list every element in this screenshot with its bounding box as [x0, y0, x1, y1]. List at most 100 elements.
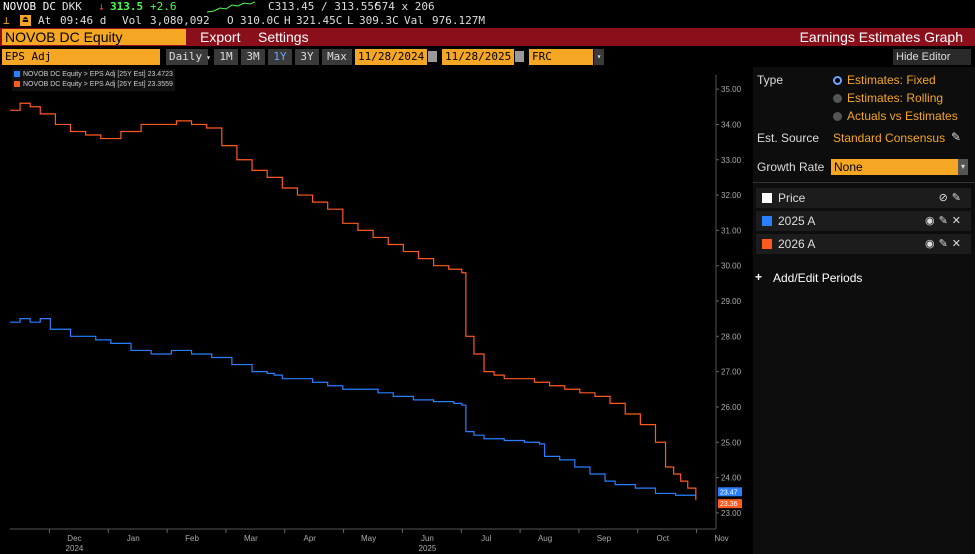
ticker-line: NOVOB DC DKK ↓ 313.5 +2.6 C313.45 / 313.…	[0, 0, 975, 14]
sparkline-icon	[206, 1, 256, 13]
hide-editor-button[interactable]: Hide Editor	[893, 49, 971, 65]
hide-icon[interactable]: ⊘	[938, 192, 952, 204]
ticker-stats: ⟂ ⏏ At 09:46 d Vol 3,080,092 O 310.0C H …	[0, 14, 975, 28]
add-icon[interactable]: +	[755, 270, 763, 284]
end-label: 23.36	[720, 501, 738, 508]
source-value[interactable]: Standard Consensus	[833, 131, 946, 145]
legend-item: NOVOB DC Equity > EPS Adj [26Y Est] 23.3…	[14, 80, 173, 90]
range-3m[interactable]: 3M	[241, 49, 265, 65]
source-select[interactable]: FRC (DKK)	[529, 49, 593, 79]
end-date-input[interactable]: 11/28/2025	[442, 49, 514, 65]
close-icon[interactable]: ✕	[951, 238, 965, 250]
ticker-symbol: NOVOB DC	[3, 0, 56, 13]
high-label: H	[284, 14, 291, 27]
price-change: +2.6	[150, 0, 177, 13]
pencil-icon[interactable]: ✎	[938, 238, 952, 250]
period-actions: ◉✎✕	[925, 237, 965, 250]
open-price: 310.0C	[240, 14, 280, 27]
open-label: O	[227, 14, 234, 27]
calendar-icon[interactable]	[515, 51, 524, 62]
period-row-2026[interactable]: 2026 A ◉✎✕	[756, 234, 971, 254]
low-price: 309.3C	[359, 14, 399, 27]
type-option-label: Actuals vs Estimates	[847, 109, 958, 123]
ticker-currency: DKK	[62, 0, 82, 13]
calendar-icon[interactable]	[428, 51, 437, 62]
x-tick-label: Oct	[657, 534, 670, 543]
period-actions: ⊘✎	[939, 191, 965, 204]
export-menu[interactable]: Export	[200, 29, 241, 45]
alert-icon[interactable]: ⏏	[20, 15, 31, 26]
low-label: L	[347, 14, 354, 27]
y-tick-label: 30.00	[721, 262, 742, 271]
source-label: Est. Source	[757, 131, 820, 145]
y-tick-label: 28.00	[721, 332, 742, 341]
period-color-swatch[interactable]	[762, 193, 772, 203]
period-color-swatch[interactable]	[762, 239, 772, 249]
growth-label: Growth Rate	[757, 160, 825, 174]
bid-ask-size: 574 x 206	[375, 0, 435, 13]
volume: 3,080,092	[150, 14, 210, 27]
eye-icon[interactable]: ◉	[924, 238, 939, 250]
last-price: 313.5	[110, 0, 144, 13]
trade-time: 09:46 d	[60, 14, 107, 27]
frequency-select[interactable]: Daily ▾	[166, 49, 211, 65]
series-line	[10, 318, 697, 497]
x-tick-label: Jul	[481, 534, 491, 543]
pencil-icon[interactable]: ✎	[951, 192, 965, 204]
period-name: 2026 A	[778, 237, 816, 251]
x-tick-label: Jan	[127, 534, 140, 543]
x-tick-label: Apr	[304, 534, 317, 543]
period-row-2025[interactable]: 2025 A ◉✎✕	[756, 211, 971, 231]
type-option-fixed[interactable]: Estimates: Fixed	[833, 73, 936, 87]
range-3y[interactable]: 3Y	[295, 49, 319, 65]
series-line	[10, 102, 697, 501]
growth-select[interactable]: None	[831, 159, 958, 175]
y-tick-label: 26.00	[721, 403, 742, 412]
y-tick-label: 24.00	[721, 474, 742, 483]
x-tick-label: Jun	[421, 534, 434, 543]
type-option-actuals[interactable]: Actuals vs Estimates	[833, 109, 958, 123]
x-tick-label: Dec	[67, 534, 81, 543]
page-title: Earnings Estimates Graph	[799, 29, 963, 45]
eye-icon[interactable]: ◉	[924, 215, 939, 227]
period-name: Price	[778, 191, 806, 205]
period-color-swatch[interactable]	[762, 216, 772, 226]
bid-ask: C313.45 / 313.55C	[268, 0, 381, 13]
vol-label: Vol	[122, 14, 142, 27]
start-date-input[interactable]: 11/28/2024	[355, 49, 427, 65]
chevron-down-icon: ▾	[206, 53, 211, 62]
settings-menu[interactable]: Settings	[258, 29, 309, 45]
chevron-down-icon[interactable]: ▾	[958, 159, 968, 175]
y-tick-label: 33.00	[721, 156, 742, 165]
range-1y[interactable]: 1Y	[268, 49, 292, 65]
radio-icon	[833, 94, 842, 103]
trend-icon: ⟂	[3, 14, 10, 27]
legend-label: NOVOB DC Equity > EPS Adj [26Y Est]	[23, 81, 146, 88]
type-option-label: Estimates: Rolling	[847, 91, 944, 105]
function-bar: NOVOB DC Equity Export Settings Earnings…	[0, 28, 975, 46]
chevron-down-icon[interactable]: ▾	[594, 49, 604, 65]
radio-selected-icon	[833, 76, 842, 85]
close-icon[interactable]: ✕	[951, 215, 965, 227]
y-tick-label: 25.00	[721, 438, 742, 447]
chart-area: 23.00 24.00 25.00 26.00 27.00 28.00 29.00 30.00…	[0, 67, 750, 554]
editor-panel: Type Estimates: Fixed Estimates: Rolling…	[753, 67, 975, 554]
pencil-icon[interactable]: ✎	[938, 215, 952, 227]
type-option-rolling[interactable]: Estimates: Rolling	[833, 91, 943, 105]
range-1m[interactable]: 1M	[214, 49, 238, 65]
x-tick-label: Feb	[185, 534, 199, 543]
divider	[753, 182, 975, 183]
pencil-icon[interactable]: ✎	[951, 130, 962, 144]
down-arrow-icon: ↓	[98, 0, 105, 13]
add-edit-periods-link[interactable]: Add/Edit Periods	[773, 271, 863, 285]
security-field[interactable]: NOVOB DC Equity	[2, 29, 186, 45]
radio-icon	[833, 112, 842, 121]
high-price: 321.45C	[296, 14, 343, 27]
chart-legend: NOVOB DC Equity > EPS Adj [25Y Est] 23.4…	[12, 69, 175, 91]
val-label: Val	[404, 14, 424, 27]
period-row-price[interactable]: Price ⊘✎	[756, 188, 971, 208]
field-selector[interactable]: EPS Adj	[2, 49, 160, 65]
range-max[interactable]: Max	[322, 49, 352, 65]
end-label-box	[718, 487, 742, 497]
y-tick-label: 31.00	[721, 226, 742, 235]
